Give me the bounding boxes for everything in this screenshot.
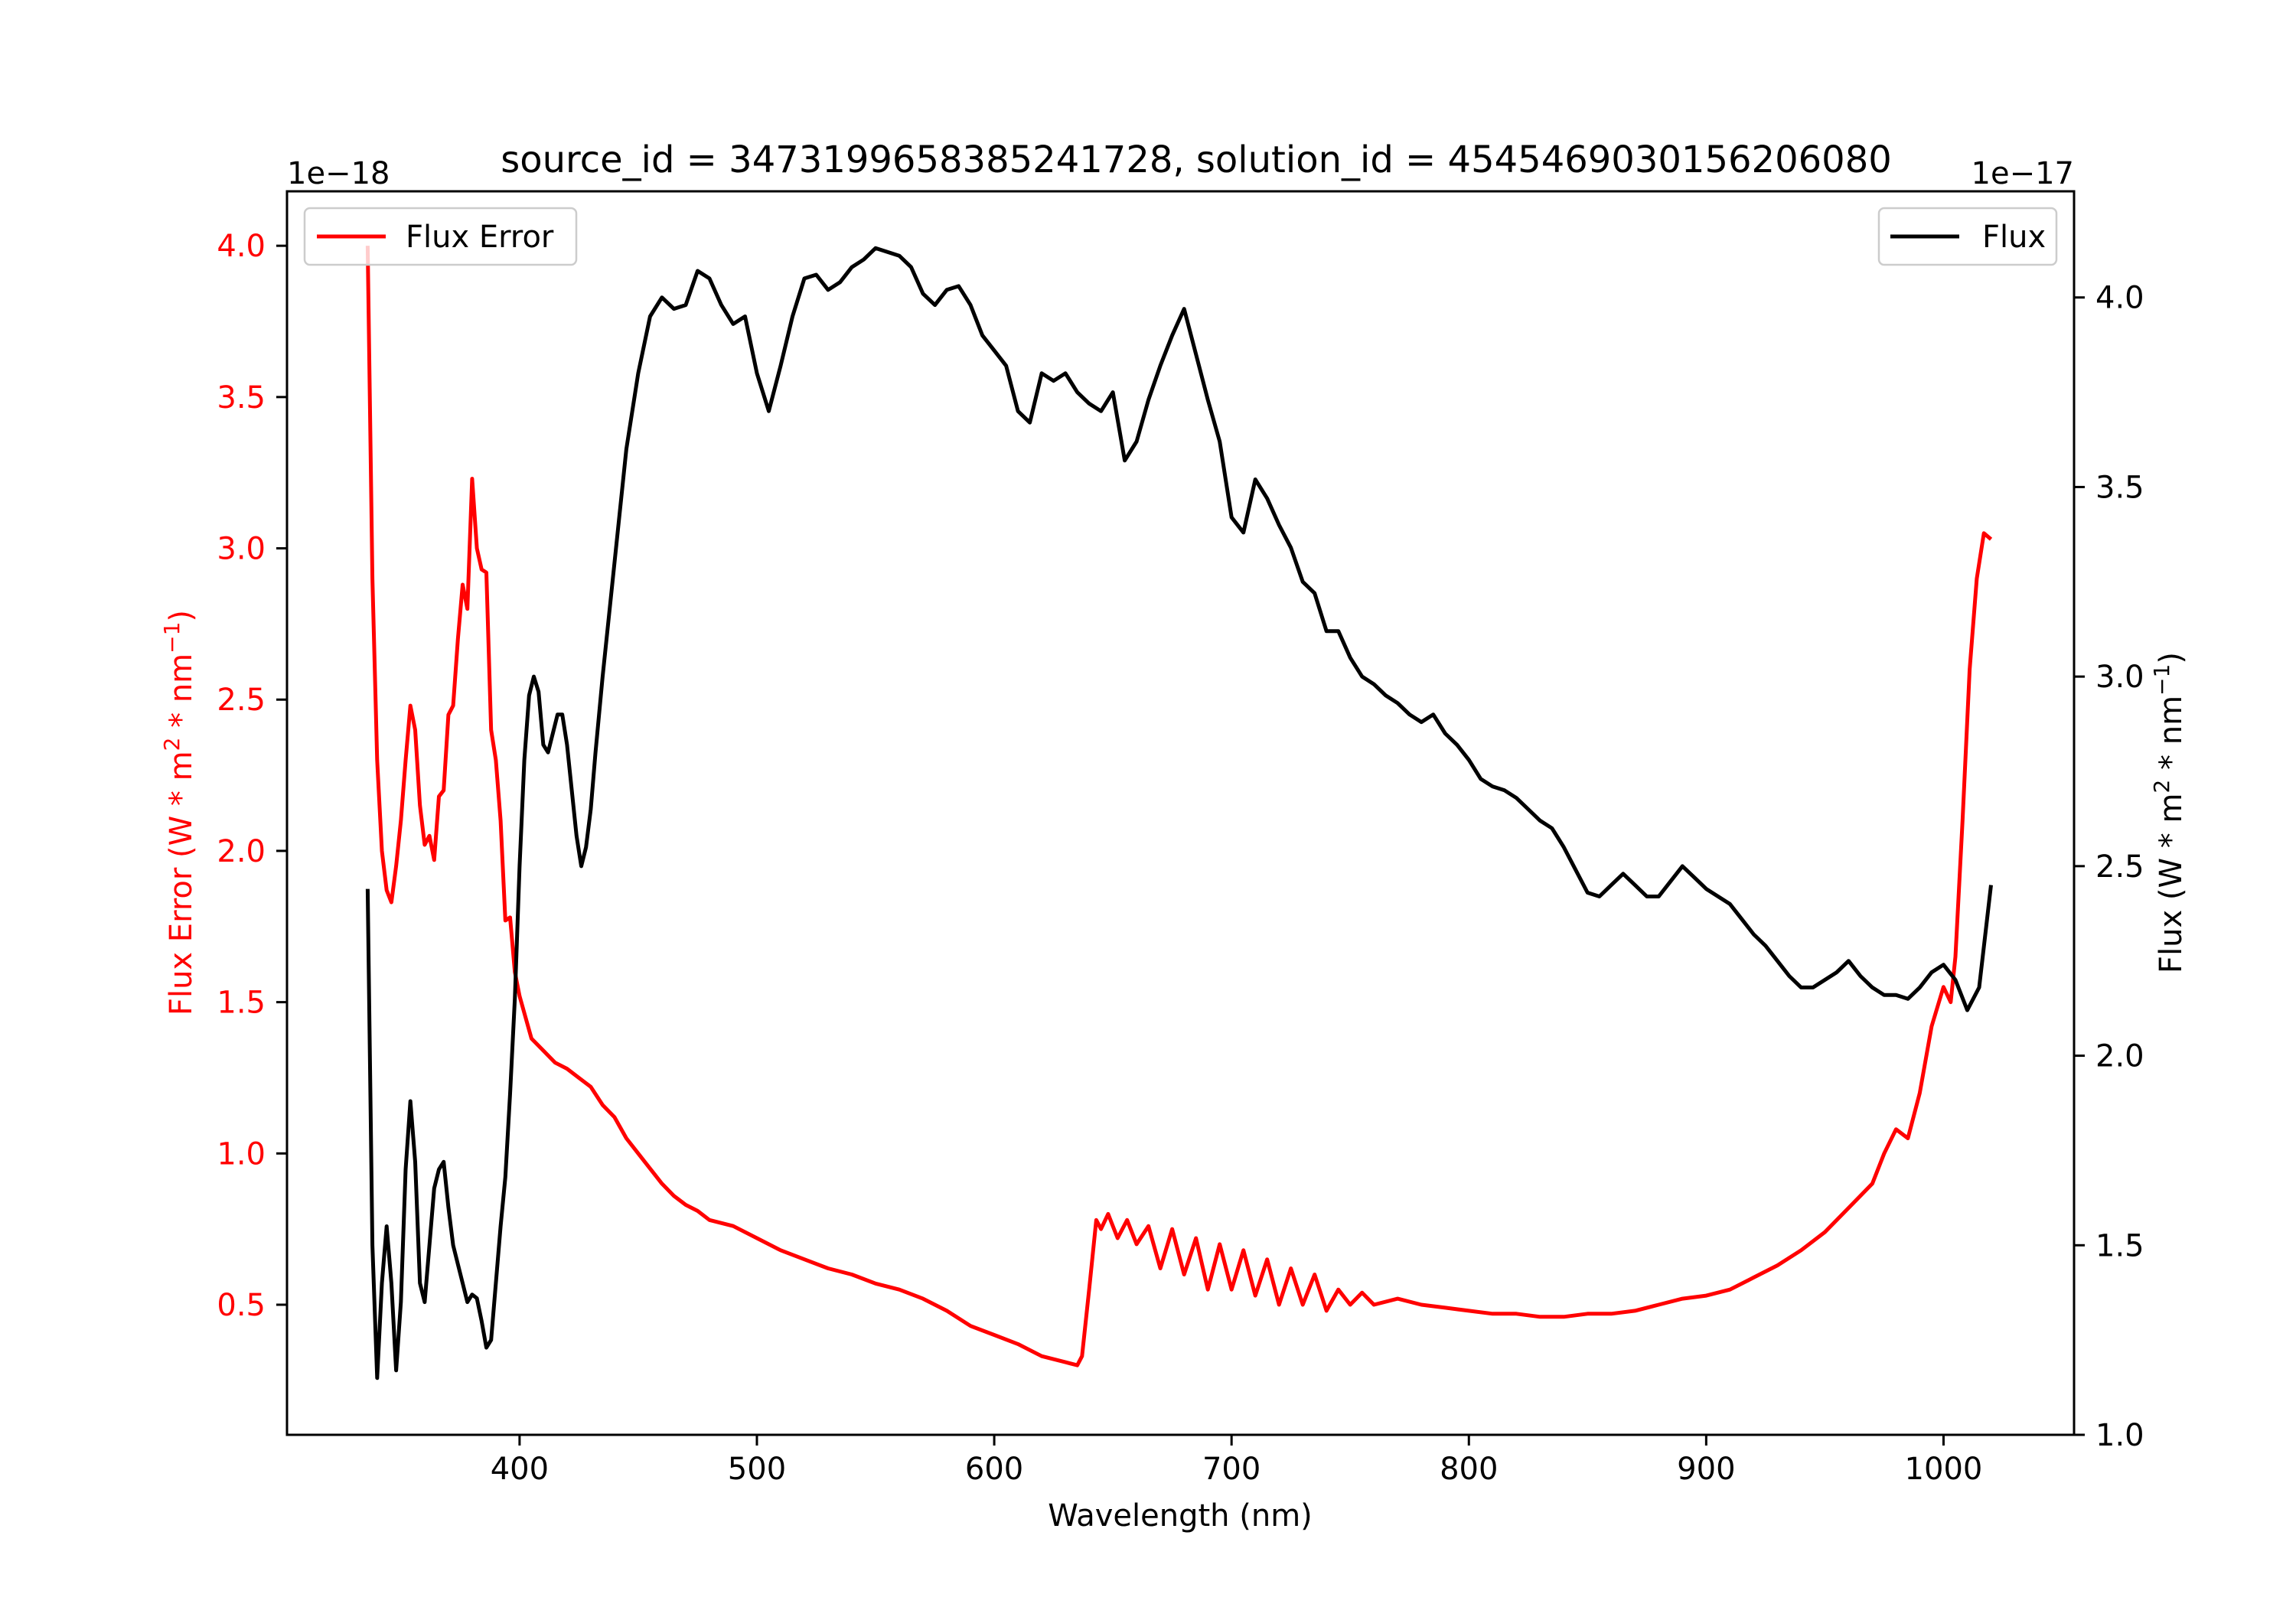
left-y-axis-ticks: 0.5 1.0 1.5 2.0 2.5 3.0 3.5 4.0: [217, 229, 287, 1323]
right-y-label-tail: * nm: [2154, 696, 2189, 780]
right-offset-text: 1e−17: [1971, 156, 2074, 191]
right-y-tick-label: 3.5: [2095, 470, 2144, 505]
left-y-label-close: ): [164, 610, 199, 622]
x-tick-label: 1000: [1905, 1452, 1983, 1487]
right-y-tick-label: 1.0: [2095, 1418, 2144, 1453]
plot-area: [365, 246, 1993, 1380]
x-tick-label: 600: [965, 1452, 1023, 1487]
left-offset-text: 1e−18: [287, 156, 390, 191]
left-y-label-sup2: −1: [159, 622, 184, 654]
right-y-label-sup: 2: [2149, 780, 2174, 794]
left-y-tick-label: 3.0: [217, 532, 266, 567]
right-y-tick-label: 2.5: [2095, 849, 2144, 885]
x-tick-label: 800: [1440, 1452, 1498, 1487]
right-y-label-sup2: −1: [2149, 664, 2174, 696]
left-y-tick-label: 3.5: [217, 380, 266, 416]
legend-flux-error-box: [303, 207, 578, 266]
chart-title: source_id = 3473199658385241728, solutio…: [501, 139, 1892, 181]
legend-flux-label: Flux: [1982, 220, 2046, 255]
legend-flux-box: [1877, 207, 2058, 266]
right-y-tick-label: 4.0: [2095, 281, 2144, 316]
left-y-tick-label: 1.0: [217, 1136, 266, 1172]
left-y-tick-label: 0.5: [217, 1288, 266, 1323]
x-axis-label: Wavelength (nm): [1048, 1498, 1313, 1534]
left-y-tick-label: 1.5: [217, 986, 266, 1021]
plot-frame: [285, 190, 2076, 1436]
right-y-axis-label: Flux (W * m2 * nm−1): [2149, 652, 2189, 973]
right-y-tick-label: 2.0: [2095, 1039, 2144, 1074]
left-y-label-sup: 2: [159, 738, 184, 751]
legend-flux: Flux: [1877, 207, 2058, 266]
x-tick-label: 900: [1677, 1452, 1735, 1487]
legend-flux-error: Flux Error: [303, 207, 578, 266]
right-y-axis-ticks: 1.0 1.5 2.0 2.5 3.0 3.5 4.0: [2074, 281, 2144, 1453]
left-y-tick-label: 4.0: [217, 229, 266, 264]
x-tick-label: 500: [728, 1452, 786, 1487]
left-y-label-text: Flux Error (W * m: [164, 751, 199, 1015]
left-y-label-tail: * nm: [164, 654, 199, 738]
x-tick-label: 700: [1202, 1452, 1261, 1487]
legend-flux-error-label: Flux Error: [406, 220, 554, 255]
x-axis-ticks: 400 500 600 700 800 900 1000: [491, 1435, 1983, 1487]
left-y-tick-label: 2.5: [217, 683, 266, 718]
right-y-label-text: Flux (W * m: [2154, 794, 2189, 973]
left-y-axis-label: Flux Error (W * m2 * nm−1): [159, 610, 199, 1015]
flux-series-line: [365, 246, 1993, 1380]
flux-error-series-line: [365, 246, 1993, 1367]
right-y-tick-label: 1.5: [2095, 1228, 2144, 1263]
right-y-tick-label: 3.0: [2095, 660, 2144, 695]
x-tick-label: 400: [491, 1452, 549, 1487]
left-y-tick-label: 2.0: [217, 834, 266, 869]
right-y-label-close: ): [2154, 652, 2189, 664]
